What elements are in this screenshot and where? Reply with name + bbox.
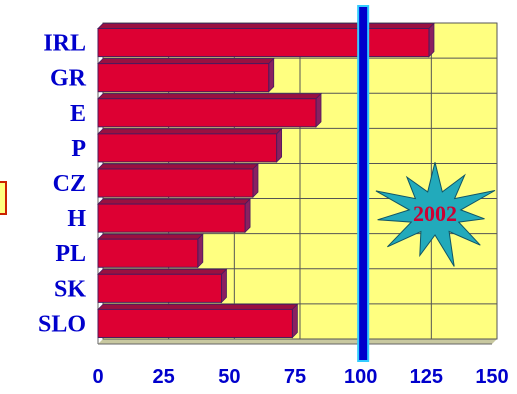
bar-h	[97, 198, 252, 234]
bar-top-face	[97, 268, 228, 275]
bar-top-face	[97, 198, 252, 205]
bar-top-face	[97, 233, 204, 240]
bar-side-face	[276, 127, 283, 163]
bar-top-face	[97, 93, 322, 100]
category-label-slo: SLO	[38, 311, 86, 337]
bars	[97, 22, 435, 339]
x-tick-label: 125	[410, 366, 443, 388]
bar-side-face	[291, 303, 298, 339]
category-label-p: P	[71, 136, 86, 162]
bar-front-face	[97, 168, 254, 198]
x-tick-label: 50	[218, 366, 240, 388]
bar-e	[97, 92, 322, 128]
category-label-h: H	[67, 206, 86, 232]
x-tick-label: 0	[92, 366, 103, 388]
bar-front-face	[97, 203, 246, 233]
bar-side-face	[268, 57, 275, 93]
x-tick-label: 150	[475, 366, 508, 388]
category-label-irl: IRL	[43, 31, 86, 57]
bar-side-face	[315, 92, 322, 128]
bar-side-face	[252, 162, 259, 199]
x-tick-label: 25	[153, 366, 175, 388]
category-labels: IRL GR EP CZ H PL SK SLO	[38, 31, 87, 338]
year-burst: 2002	[375, 162, 496, 267]
category-label-pl: PL	[55, 241, 86, 267]
bar-cz	[97, 162, 259, 199]
bar-top-face	[97, 303, 299, 310]
plot-floor	[98, 339, 497, 344]
starburst-icon	[375, 162, 496, 267]
bar-top-face	[97, 23, 435, 29]
bar-front-face	[97, 133, 278, 163]
bar-side-face	[244, 198, 251, 234]
bar-side-face	[197, 233, 204, 269]
bar-sk	[97, 268, 228, 304]
bar-front-face	[97, 308, 293, 338]
bar-front-face	[97, 98, 317, 128]
bar-top-face	[97, 163, 259, 170]
bar-front-face	[97, 63, 270, 93]
bar-irl	[97, 22, 435, 58]
category-label-gr: GR	[50, 66, 87, 92]
x-tick-labels: 0 25 50 75 100 125 150	[92, 366, 508, 388]
bar-top-face	[97, 128, 283, 135]
bar-gr	[97, 57, 275, 93]
bar-top-face	[97, 58, 275, 65]
year-label: 2002	[413, 201, 457, 226]
legend-box-fragment	[0, 181, 7, 215]
bar-side-face	[428, 22, 435, 58]
bar-pl	[97, 233, 204, 269]
x-tick-label: 100	[344, 366, 377, 388]
reference-line-core	[359, 7, 368, 360]
bar-front-face	[97, 28, 430, 58]
bar-side-face	[221, 268, 227, 304]
category-label-e: E	[70, 101, 86, 127]
bar-front-face	[97, 238, 199, 268]
category-label-cz: CZ	[53, 171, 86, 197]
bar-front-face	[97, 273, 222, 303]
category-label-sk: SK	[54, 276, 86, 302]
reference-line	[357, 5, 370, 362]
bar-p	[97, 127, 283, 163]
bar-slo	[97, 303, 299, 339]
x-tick-label: 75	[284, 366, 306, 388]
